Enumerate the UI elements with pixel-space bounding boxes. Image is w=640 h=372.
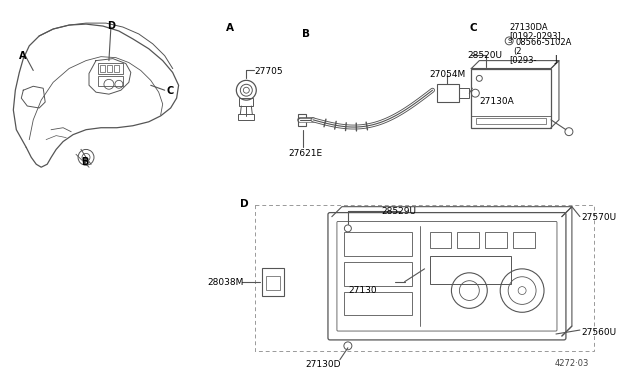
Bar [262, 268, 284, 295]
Text: S: S [507, 38, 511, 44]
Bar [239, 98, 253, 106]
Text: J: J [554, 55, 557, 64]
Text: A: A [227, 23, 234, 33]
Text: 4272·03: 4272·03 [554, 359, 589, 368]
Bar [98, 76, 123, 86]
Text: 27130A: 27130A [479, 97, 514, 106]
Text: B: B [302, 29, 310, 39]
Text: 27054M: 27054M [429, 70, 466, 80]
Bar [107, 65, 112, 73]
Text: 27130DA: 27130DA [509, 23, 548, 32]
Bar [438, 84, 460, 102]
Text: C: C [166, 86, 174, 96]
Bar [98, 62, 123, 74]
Bar [255, 205, 594, 351]
Text: D: D [241, 199, 249, 209]
Text: 28529U: 28529U [381, 207, 417, 216]
Bar [114, 65, 119, 73]
Bar [429, 232, 451, 248]
Text: 28038M: 28038M [207, 278, 244, 287]
Bar [471, 68, 551, 128]
Bar [298, 114, 306, 126]
Bar [238, 114, 254, 120]
Text: D: D [107, 21, 115, 31]
Text: 27621E: 27621E [288, 150, 323, 158]
Text: 28520U: 28520U [467, 51, 502, 60]
Text: [0192-0293]: [0192-0293] [509, 31, 561, 40]
Bar [266, 276, 280, 289]
Bar [485, 232, 507, 248]
Text: (2: (2 [513, 47, 522, 56]
Bar [344, 262, 412, 286]
Text: 27130: 27130 [348, 286, 376, 295]
Text: A: A [19, 51, 27, 61]
Text: C: C [469, 23, 477, 33]
Text: [0293-: [0293- [509, 55, 537, 64]
Bar [100, 65, 105, 73]
Text: 27130D: 27130D [305, 360, 340, 369]
Text: 27705: 27705 [254, 67, 283, 76]
Bar [460, 88, 469, 98]
Bar [476, 118, 546, 124]
Text: 27560U: 27560U [582, 328, 617, 337]
Bar [344, 232, 412, 256]
Text: 08566-5102A: 08566-5102A [515, 38, 572, 47]
Bar [458, 232, 479, 248]
Bar [429, 256, 511, 284]
Bar [513, 232, 535, 248]
Text: B: B [81, 157, 88, 167]
Text: 27570U: 27570U [582, 213, 617, 222]
Bar [344, 292, 412, 315]
